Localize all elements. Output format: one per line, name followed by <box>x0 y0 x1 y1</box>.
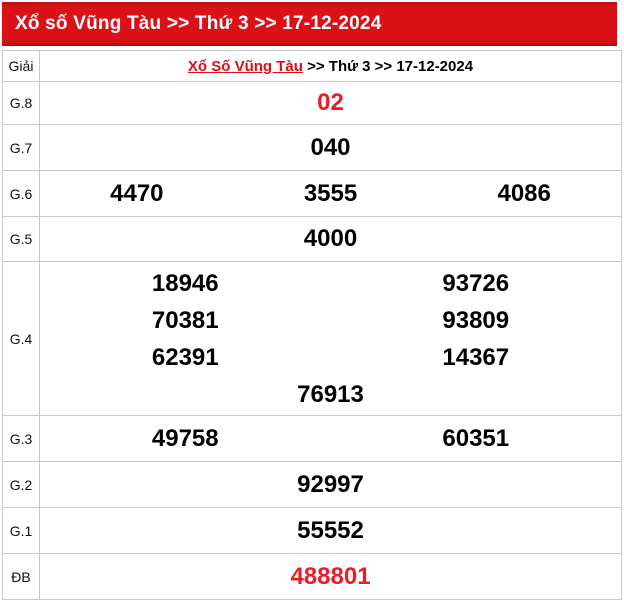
table-row-g7: G.7 040 <box>3 125 621 171</box>
table-row-g8: G.8 02 <box>3 82 621 125</box>
table-row-db: ĐB 488801 <box>3 554 621 599</box>
lottery-number: 49758 <box>151 424 219 452</box>
lottery-number: 60351 <box>442 424 510 452</box>
lottery-number: 02 <box>317 89 344 116</box>
lottery-number: 14367 <box>442 343 510 371</box>
lottery-number: 18946 <box>151 269 219 297</box>
prize-numbers-g5: 4000 <box>40 217 621 261</box>
lottery-number: 70381 <box>151 306 219 334</box>
prize-label-g3: G.3 <box>3 416 40 461</box>
lottery-name-link[interactable]: Xổ Số Vũng Tàu <box>187 57 303 75</box>
lottery-number: 62391 <box>151 343 219 371</box>
prize-numbers-g1: 55552 <box>40 508 621 553</box>
prize-label-g2: G.2 <box>3 462 40 507</box>
prize-column-header: Giải <box>3 51 40 81</box>
results-table: Giải Xổ Số Vũng Tàu >> Thứ 3 >> 17-12-20… <box>2 50 622 600</box>
lottery-number: 92997 <box>297 470 364 498</box>
lottery-number: 3555 <box>303 179 358 207</box>
prize-label-g1: G.1 <box>3 508 40 553</box>
lottery-number: 4470 <box>110 179 164 207</box>
lottery-number: 4086 <box>497 179 551 207</box>
table-row-g1: G.1 55552 <box>3 508 621 554</box>
header-text: Xổ Số Vũng Tàu >> Thứ 3 >> 17-12-2024 <box>188 58 473 75</box>
prize-numbers-g8: 02 <box>40 82 621 124</box>
prize-label-g4: G.4 <box>3 262 40 415</box>
prize-numbers-g2: 92997 <box>40 462 621 507</box>
prize-label-g5: G.5 <box>3 217 40 261</box>
header-date-text: >> Thứ 3 >> 17-12-2024 <box>302 57 474 75</box>
lottery-banner: Xổ số Vũng Tàu >> Thứ 3 >> 17-12-2024 <box>2 2 617 46</box>
table-header-row: Giải Xổ Số Vũng Tàu >> Thứ 3 >> 17-12-20… <box>3 51 621 82</box>
table-row-g2: G.2 92997 <box>3 462 621 508</box>
table-row-g6: G.6 4470 3555 4086 <box>3 171 621 217</box>
prize-label-g6: G.6 <box>3 171 40 216</box>
lottery-number: 93809 <box>442 306 510 334</box>
lottery-number: 488801 <box>290 562 371 590</box>
banner-title: Xổ số Vũng Tàu >> Thứ 3 >> 17-12-2024 <box>15 13 382 34</box>
prize-numbers-db: 488801 <box>40 554 621 599</box>
prize-label-db: ĐB <box>3 554 40 599</box>
prize-label-g8: G.8 <box>3 82 40 124</box>
lottery-number: 76913 <box>297 380 364 408</box>
prize-label-g7: G.7 <box>3 125 40 170</box>
prize-numbers-g3: 49758 60351 <box>40 416 621 461</box>
lottery-number: 4000 <box>303 225 358 252</box>
prize-numbers-g7: 040 <box>40 125 621 170</box>
lottery-number: 93726 <box>442 269 510 297</box>
lottery-number: 55552 <box>297 516 364 544</box>
lottery-number: 040 <box>310 133 351 161</box>
table-header-cell: Xổ Số Vũng Tàu >> Thứ 3 >> 17-12-2024 <box>40 51 621 81</box>
prize-numbers-g6: 4470 3555 4086 <box>40 171 621 216</box>
prize-numbers-g4: 18946 93726 70381 93809 62391 14367 7691… <box>40 262 621 415</box>
table-row-g5: G.5 4000 <box>3 217 621 262</box>
table-row-g3: G.3 49758 60351 <box>3 416 621 462</box>
table-row-g4: G.4 18946 93726 70381 93809 62391 14367 … <box>3 262 621 416</box>
